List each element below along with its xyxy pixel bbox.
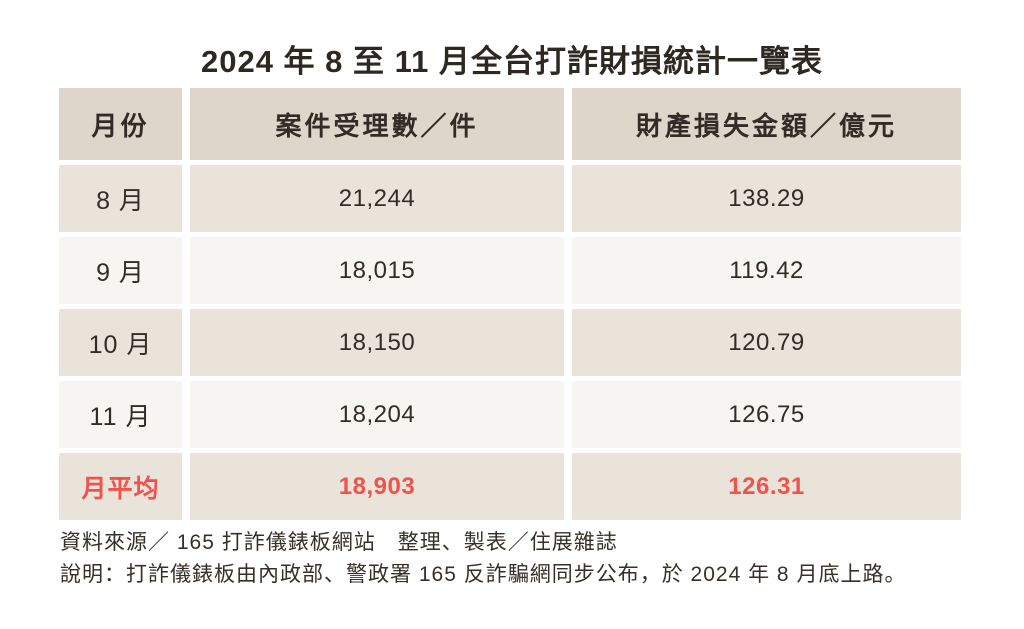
column-header-loss: 財產損失金額／億元 (572, 88, 961, 160)
footer-notes: 資料來源／ 165 打詐儀錶板網站 整理、製表／住展雜誌 說明：打詐儀錶板由內政… (60, 527, 1000, 591)
row-average-loss: 126.31 (572, 453, 961, 520)
source-line: 資料來源／ 165 打詐儀錶板網站 整理、製表／住展雜誌 (60, 531, 618, 554)
row-oct-loss: 120.79 (572, 309, 961, 376)
row-nov-cases: 18,204 (190, 381, 564, 448)
page-title: 2024 年 8 至 11 月全台打詐財損統計一覽表 (200, 44, 824, 79)
row-oct-cases: 18,150 (190, 309, 564, 376)
column-header-cases: 案件受理數／件 (190, 88, 564, 160)
stats-table: 月份 案件受理數／件 財產損失金額／億元 8 月 21,244 138.29 9… (59, 88, 962, 520)
row-sep-month: 9 月 (59, 237, 182, 304)
row-nov-month: 11 月 (59, 381, 182, 448)
row-oct-month: 10 月 (59, 309, 182, 376)
row-average-month: 月平均 (59, 453, 182, 520)
column-header-month: 月份 (59, 88, 182, 160)
row-aug-month: 8 月 (59, 165, 182, 232)
row-aug-cases: 21,244 (190, 165, 564, 232)
row-aug-loss: 138.29 (572, 165, 961, 232)
row-sep-loss: 119.42 (572, 237, 961, 304)
row-nov-loss: 126.75 (572, 381, 961, 448)
row-average-cases: 18,903 (190, 453, 564, 520)
row-sep-cases: 18,015 (190, 237, 564, 304)
note-line: 說明：打詐儀錶板由內政部、警政署 165 反詐騙網同步公布，於 2024 年 8… (60, 563, 907, 586)
